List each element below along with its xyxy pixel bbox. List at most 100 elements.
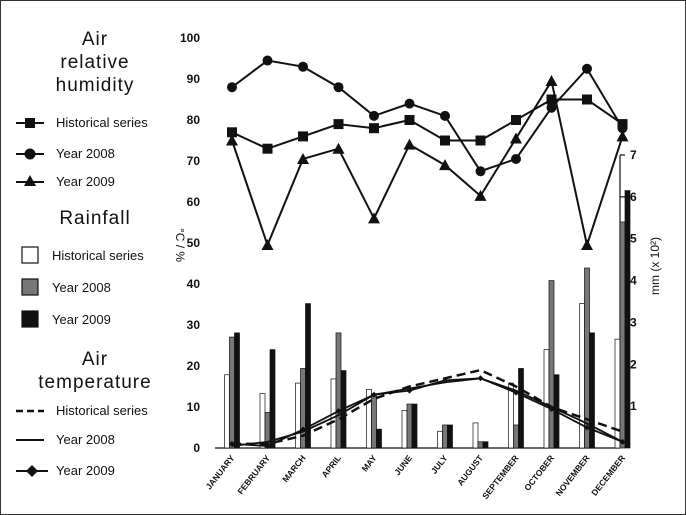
legend-rainfall-2009-swatch	[21, 310, 39, 328]
humidity-point	[368, 212, 380, 224]
temperature-line	[231, 377, 623, 447]
humidity-point	[261, 239, 274, 251]
humidity-line	[231, 59, 624, 173]
humidity-point	[582, 63, 592, 74]
legend-rainfall: Rainfall Historical series Year 2008 Yea…	[21, 208, 144, 328]
humidity-point	[369, 123, 379, 134]
temperature-point	[619, 438, 626, 445]
temperature-point	[406, 387, 413, 394]
left-tick-label: 50	[187, 236, 201, 250]
humidity-point	[297, 152, 309, 164]
left-tick-label: 90	[187, 72, 201, 86]
rainfall-bar	[589, 332, 595, 449]
temperature-title-line-2: temperature	[38, 372, 151, 393]
right-tick-label: 2	[630, 357, 637, 371]
legend-humidity-historical-square-icon	[25, 118, 35, 128]
humidity-point	[298, 131, 308, 142]
legend-rainfall-2008-label: Year 2008	[52, 280, 111, 295]
legend-humidity-2009-triangle-icon	[24, 175, 36, 186]
legend-rainfall-2008-swatch	[21, 278, 39, 296]
left-tick-label: 70	[187, 154, 201, 168]
rainfall-bar	[406, 403, 413, 449]
rainfall-bar	[513, 424, 519, 449]
humidity-point	[227, 127, 237, 138]
right-tick-label: 5	[630, 232, 637, 246]
humidity-point	[333, 82, 344, 93]
right-axis-label: mm (x 10²)	[648, 237, 662, 295]
left-tick-label: 10	[187, 400, 201, 414]
rainfall-bar	[376, 428, 382, 449]
legend-humidity: Air relative humidity Historical series …	[16, 29, 148, 189]
left-axis-label: °C / %	[173, 228, 187, 262]
temperature-point	[229, 440, 235, 447]
humidity-point	[546, 94, 557, 105]
legend-humidity-historical-label: Historical series	[56, 115, 148, 130]
humidity-point	[403, 138, 416, 150]
temperature-point	[513, 389, 519, 396]
humidity-point	[617, 123, 628, 134]
humidity-point	[475, 166, 486, 177]
legend-rainfall-historical-label: Historical series	[52, 248, 144, 263]
humidity-point	[298, 61, 308, 72]
humidity-title-line-3: humidity	[56, 75, 135, 96]
humidity-point	[332, 142, 345, 154]
temperature-point	[335, 408, 342, 415]
rainfall-bar	[447, 424, 453, 449]
temperature-point	[371, 391, 377, 398]
humidity-title-line-1: Air	[82, 29, 108, 50]
rainfall-bar	[401, 409, 408, 449]
humidity-point	[262, 55, 273, 66]
legend-rainfall-2009-label: Year 2009	[52, 312, 111, 327]
rainfall-bar	[508, 382, 514, 449]
humidity-line	[231, 98, 624, 150]
rainfall-bar	[518, 368, 524, 449]
humidity-point	[511, 153, 521, 164]
rainfall-bar	[624, 190, 631, 449]
humidity-point	[226, 134, 238, 146]
humidity-point	[474, 189, 487, 201]
humidity-point	[439, 159, 451, 171]
rainfall-bar	[269, 349, 276, 449]
humidity-point	[404, 98, 415, 109]
humidity-point	[404, 115, 415, 125]
temperature-point	[477, 375, 484, 382]
humidity-point	[511, 115, 521, 125]
temperature-point	[584, 424, 590, 431]
rainfall-bar	[548, 280, 555, 449]
right-tick-label: 7	[630, 148, 637, 162]
left-tick-label: 40	[187, 277, 201, 291]
left-tick-label: 20	[187, 359, 201, 373]
humidity-point	[616, 130, 629, 142]
left-tick-label: 30	[187, 318, 201, 332]
humidity-point	[369, 110, 379, 121]
humidity-point	[262, 143, 273, 154]
rainfall-bar	[411, 403, 418, 449]
humidity-point	[475, 135, 486, 146]
humidity-title-line-2: relative	[60, 52, 129, 73]
left-tick-label: 60	[187, 195, 201, 209]
rainfall-bar	[543, 349, 550, 449]
right-tick-label: 4	[630, 274, 637, 288]
humidity-point	[333, 119, 344, 130]
rainfall-bar	[477, 441, 484, 449]
temperature-point	[548, 406, 555, 413]
rainfall-bar	[482, 441, 489, 449]
right-tick-label: 3	[630, 315, 637, 329]
left-tick-label: 80	[187, 113, 201, 127]
legend-humidity-2009-label: Year 2009	[56, 174, 115, 189]
temperature-point	[442, 377, 448, 384]
rainfall-bars	[224, 190, 631, 449]
temperature-lines	[229, 368, 626, 449]
right-tick-label: 1	[630, 399, 637, 413]
rainfall-bar	[305, 303, 311, 449]
temperature-title-line-1: Air	[82, 349, 108, 370]
rainfall-bar	[371, 393, 377, 449]
legend-rainfall-historical-swatch	[21, 246, 39, 264]
humidity-point	[545, 75, 558, 87]
humidity-point	[227, 82, 237, 93]
rainfall-bar	[234, 332, 240, 449]
rainfall-bar	[224, 374, 230, 449]
rainfall-bar	[437, 430, 443, 449]
legend-humidity-2008-circle-icon	[24, 148, 36, 160]
rainfall-bar	[335, 332, 342, 449]
